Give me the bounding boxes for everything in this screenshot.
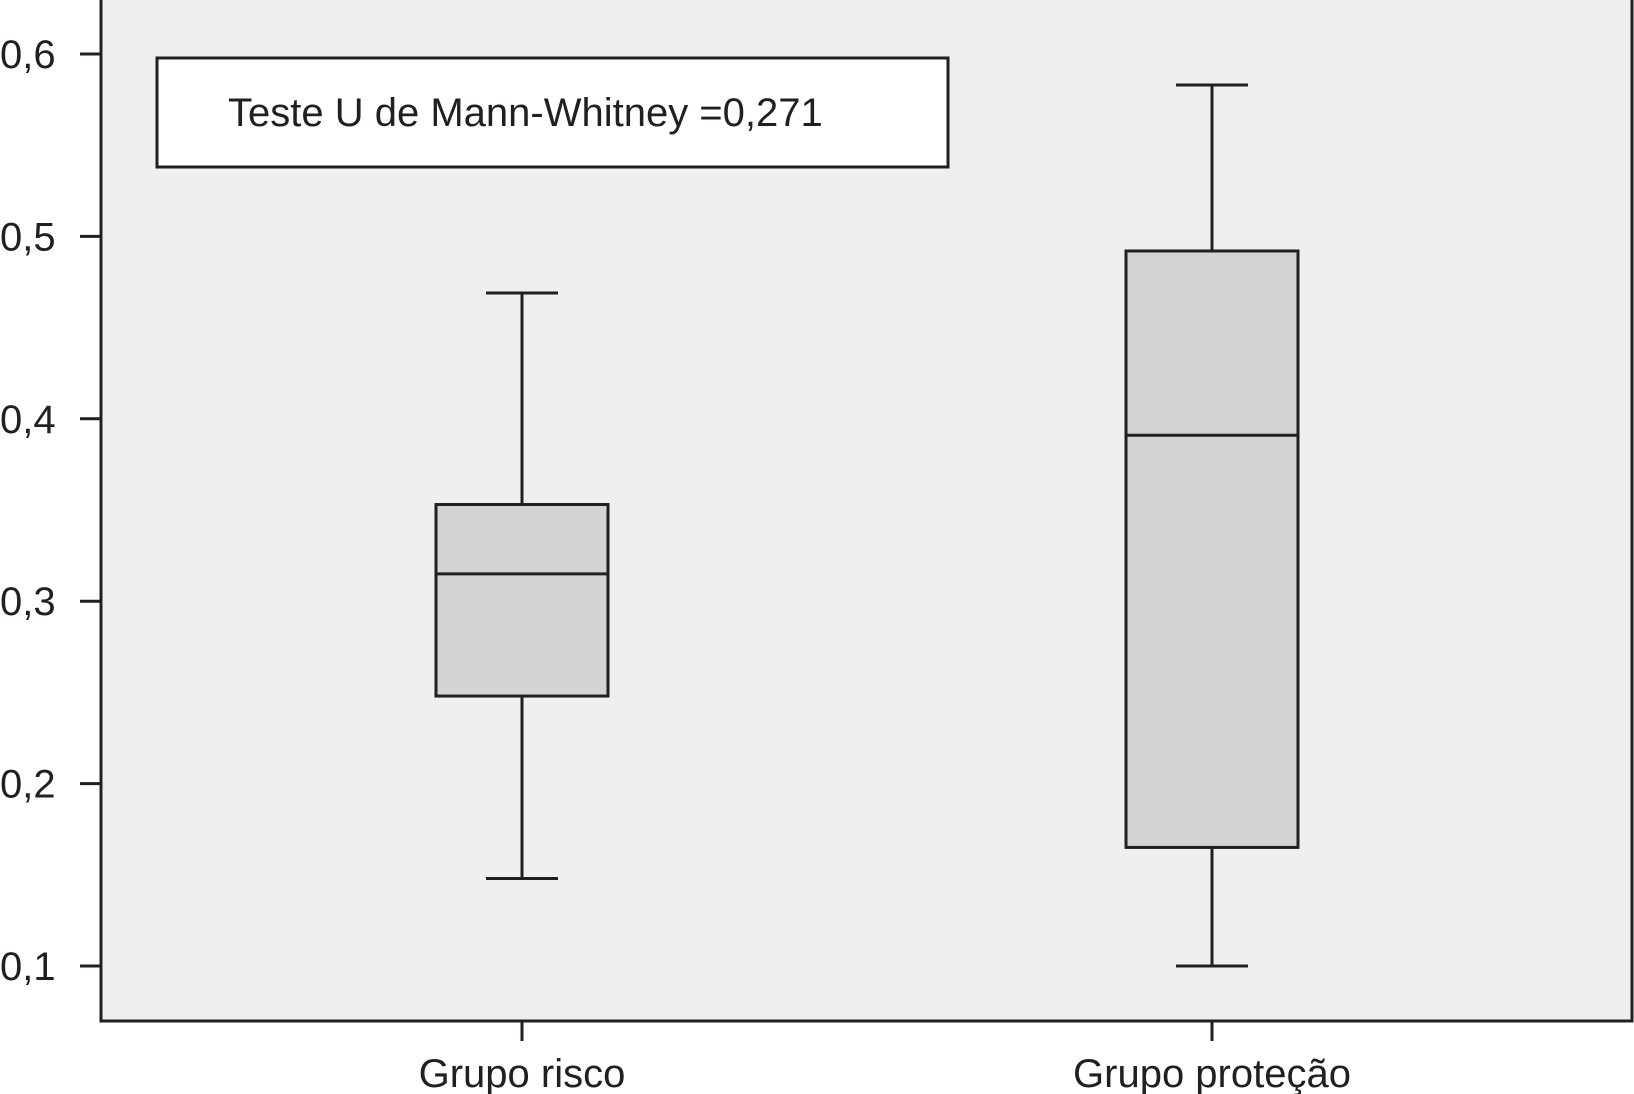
box-group [1124,83,1300,968]
y-tick-label: 0,4 [0,398,56,442]
annotation-box: Teste U de Mann-Whitney =0,271 [155,56,950,169]
annotation-text: Teste U de Mann-Whitney =0,271 [228,91,823,135]
y-tick-label: 0,2 [0,763,56,807]
y-tick-label: 0,1 [0,945,56,989]
y-tick-label: 0,6 [0,33,56,77]
iqr-box [1124,249,1300,849]
box-group [434,291,610,880]
annotation-frame [155,56,950,169]
y-tick-label: 0,5 [0,215,56,259]
plot-area [99,0,1634,1023]
y-tick-label: 0,3 [0,580,56,624]
boxes-layer [434,83,1300,968]
x-tick-label: Grupo risco [419,1052,626,1094]
x-axis: Grupo risco Grupo proteção [419,1021,1351,1094]
x-tick-label: Grupo proteção [1073,1052,1351,1094]
y-axis: 0,1 0,2 0,3 0,4 0,5 0,6 [0,33,101,989]
iqr-box [434,503,610,698]
